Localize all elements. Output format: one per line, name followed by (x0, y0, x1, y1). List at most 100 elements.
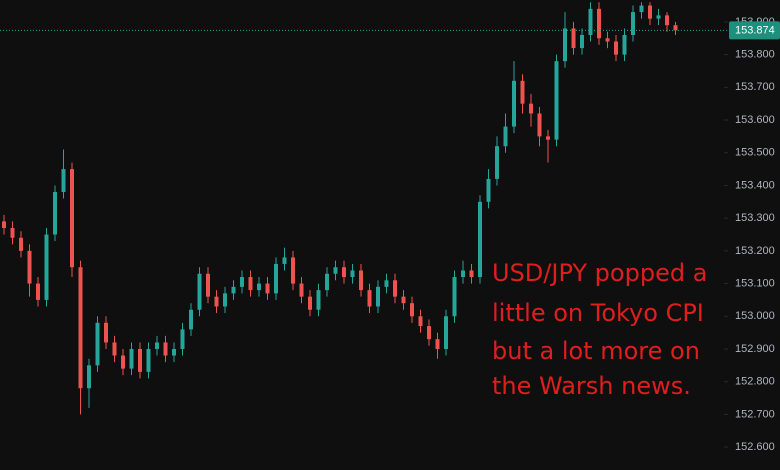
candle-body (274, 263, 278, 294)
candle-body (367, 290, 372, 307)
last-price-label: 153.874 (735, 24, 775, 36)
last-price-tag (729, 21, 780, 40)
candle-body (469, 270, 474, 278)
candle-body (418, 316, 423, 327)
y-tick-label: 153.600 (735, 114, 775, 126)
candle-body (308, 296, 312, 310)
candle-body (597, 8, 601, 39)
y-tick-label: 153.400 (735, 179, 775, 191)
candle-body (172, 348, 176, 356)
candle-body (27, 250, 32, 284)
candle-body (240, 277, 244, 287)
candle-body (138, 348, 142, 372)
y-tick-label: 152.800 (735, 376, 775, 388)
candle-body (631, 12, 635, 35)
y-tick-label: 153.800 (735, 49, 775, 61)
plot-area (2, 2, 678, 415)
candle-body (163, 342, 168, 356)
y-tick-label: 153.100 (735, 277, 775, 289)
candle-body (129, 348, 134, 369)
annotation-line: but a lot more on (492, 337, 700, 365)
candle-body (19, 237, 23, 251)
annotation-line: USD/JPY popped a (492, 259, 707, 287)
candle-body (486, 178, 491, 202)
candle-body (316, 290, 321, 310)
candle-body (214, 296, 219, 307)
candle-body (588, 8, 593, 35)
candle-body (384, 280, 389, 287)
candle-body (36, 283, 40, 300)
candle-body (673, 25, 678, 31)
annotation-line: little on Tokyo CPI (492, 299, 704, 327)
candle-body (665, 15, 669, 26)
candle-body (580, 34, 584, 49)
candle-body (401, 296, 406, 304)
candle-body (427, 326, 431, 340)
candle-body (563, 28, 567, 62)
candle-body (265, 283, 270, 294)
candle-body (614, 41, 618, 55)
candle-body (478, 201, 482, 278)
candle-body (333, 267, 338, 274)
candle-body (359, 270, 363, 291)
y-tick-label: 153.300 (735, 212, 775, 224)
candle-body (376, 286, 380, 307)
candle-body (112, 342, 117, 356)
candle-body (70, 169, 74, 268)
candle-body (444, 316, 448, 349)
candle-body (78, 267, 83, 389)
candle-body (95, 322, 100, 366)
candle-body (121, 355, 125, 369)
candle-body (189, 309, 193, 330)
candle-body (146, 348, 151, 372)
candle-body (206, 273, 210, 297)
candle-body (571, 28, 576, 49)
candle-body (350, 270, 355, 278)
candle-body (180, 329, 185, 349)
candle-body (197, 273, 202, 310)
candle-body (503, 126, 508, 147)
candle-body (520, 80, 525, 104)
y-tick-label: 153.500 (735, 147, 775, 159)
candle-body (648, 5, 652, 19)
candle-body (325, 273, 329, 291)
candle-body (257, 283, 261, 291)
candle-body (639, 5, 644, 13)
candle-body (342, 267, 346, 278)
candle-body (452, 277, 457, 317)
candle-body (537, 113, 542, 137)
y-tick-label: 152.700 (735, 408, 775, 420)
candle-body (291, 257, 295, 284)
candle-body (223, 293, 227, 307)
candle-body (87, 365, 91, 389)
y-tick-label: 153.200 (735, 245, 775, 257)
candle-body (248, 277, 253, 291)
candle-body (529, 103, 533, 114)
candle-body (393, 280, 397, 297)
candle-body (282, 257, 287, 264)
candle-body (546, 136, 550, 140)
y-tick-label: 152.600 (735, 441, 775, 453)
candle-body (622, 34, 627, 55)
candle-body (461, 270, 465, 278)
candle-body (299, 283, 304, 297)
candle-body (2, 221, 6, 228)
candle-body (554, 61, 559, 140)
candle-body (231, 286, 236, 294)
candle-body (10, 227, 15, 238)
candle-body (104, 322, 108, 343)
candle-body (656, 15, 661, 19)
candle-body (44, 234, 49, 300)
candle-body (53, 191, 57, 235)
candle-body (605, 38, 610, 42)
y-tick-label: 153.700 (735, 81, 775, 93)
y-tick-label: 152.900 (735, 343, 775, 355)
candle-body (435, 339, 440, 349)
y-tick-label: 153.000 (735, 310, 775, 322)
candle-body (495, 146, 499, 179)
annotation-line: the Warsh news. (492, 372, 691, 400)
candle-body (512, 80, 516, 127)
